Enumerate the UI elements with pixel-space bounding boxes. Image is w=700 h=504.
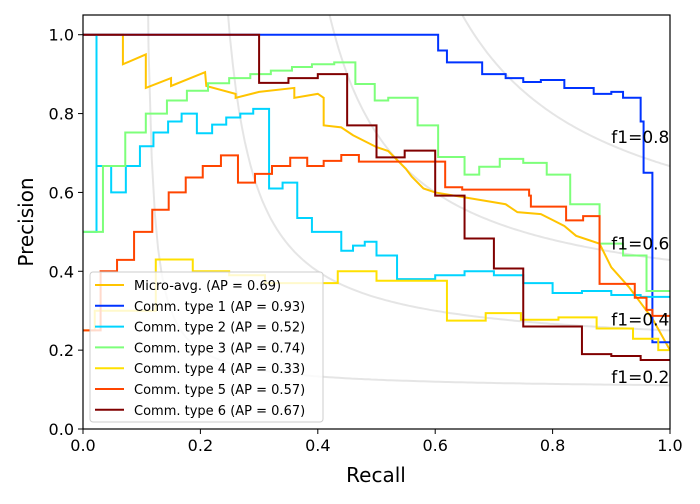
legend: Micro-avg. (AP = 0.69) Comm. type 1 (AP =… xyxy=(89,271,324,423)
pr-curve-2 xyxy=(83,34,670,298)
legend-entry: Comm. type 5 (AP = 0.57) xyxy=(134,383,305,398)
pr-curve-3 xyxy=(83,61,670,292)
legend-entry: Comm. type 6 (AP = 0.67) xyxy=(134,404,305,419)
y-tick-label: 0.4 xyxy=(49,262,74,281)
y-axis-label: Precision xyxy=(14,177,38,266)
x-tick-label: 1.0 xyxy=(657,436,682,455)
legend-entry: Comm. type 3 (AP = 0.74) xyxy=(134,341,305,356)
iso-f1-label: f1=0.4 xyxy=(611,311,669,331)
y-tick-label: 1.0 xyxy=(49,26,74,45)
iso-f1-label: f1=0.6 xyxy=(611,235,669,255)
legend-entry: Comm. type 2 (AP = 0.52) xyxy=(134,321,305,336)
y-axis-ticks: 0.0 0.2 0.4 0.6 0.8 1.0 xyxy=(49,26,83,439)
pr-curves xyxy=(83,33,670,361)
x-tick-label: 0.0 xyxy=(70,436,95,455)
iso-f1-curve xyxy=(461,15,670,168)
legend-entry: Micro-avg. (AP = 0.69) xyxy=(134,279,281,294)
plot-frame xyxy=(82,14,671,430)
x-tick-label: 0.2 xyxy=(188,436,213,455)
iso-f1-curve xyxy=(227,15,670,332)
y-tick-label: 0.6 xyxy=(49,183,74,202)
x-tick-label: 0.4 xyxy=(305,436,330,455)
iso-f1-label: f1=0.8 xyxy=(611,128,669,148)
x-tick-label: 0.6 xyxy=(422,436,447,455)
pr-curve-1 xyxy=(83,33,670,344)
y-tick-label: 0.0 xyxy=(49,420,74,439)
legend-entry: Comm. type 1 (AP = 0.93) xyxy=(134,300,305,315)
x-tick-label: 0.8 xyxy=(540,436,565,455)
pr-curve-6 xyxy=(83,33,670,361)
pr-curve-0 xyxy=(83,33,670,351)
x-axis-ticks: 0.0 0.2 0.4 0.6 0.8 1.0 xyxy=(70,429,683,455)
y-tick-label: 0.2 xyxy=(49,341,74,360)
iso-f1-label: f1=0.2 xyxy=(611,368,669,388)
legend-entry: Comm. type 4 (AP = 0.33) xyxy=(134,362,305,377)
legend-box xyxy=(89,271,324,423)
iso-f1-curve xyxy=(328,15,670,262)
pr-curve-4 xyxy=(83,258,670,352)
y-tick-label: 0.8 xyxy=(49,105,74,124)
x-axis-label: Recall xyxy=(346,463,406,487)
pr-curve-5 xyxy=(83,153,670,332)
